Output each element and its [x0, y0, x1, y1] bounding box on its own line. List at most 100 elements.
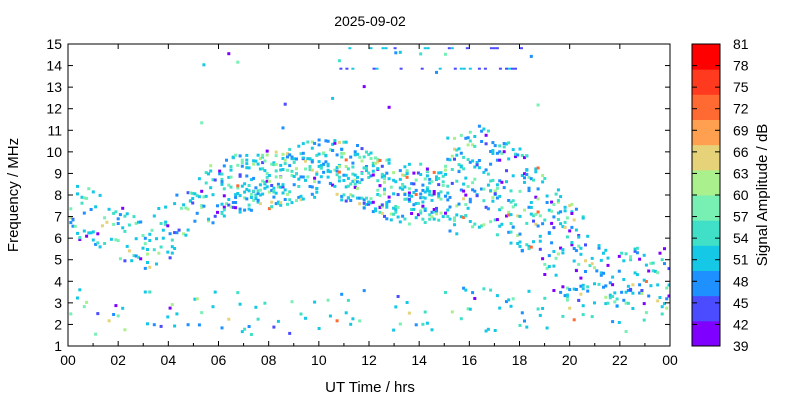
signal-cell — [541, 174, 545, 177]
colorbar-tick-label: 72 — [733, 101, 749, 117]
y-tick-label: 9 — [54, 165, 62, 181]
signal-cell — [317, 180, 321, 184]
signal-cell — [240, 164, 244, 168]
y-tick-label: 14 — [46, 58, 62, 74]
signal-cell — [290, 173, 294, 177]
signal-cell — [615, 297, 619, 301]
signal-cell — [525, 168, 529, 172]
signal-cell — [617, 321, 621, 324]
signal-cell — [317, 143, 321, 147]
signal-cell — [410, 212, 414, 215]
signal-cell — [486, 129, 490, 133]
signal-cell — [98, 245, 102, 249]
signal-cell — [626, 301, 630, 305]
signal-cell — [191, 191, 195, 195]
signal-cell — [572, 318, 576, 322]
signal-cell — [340, 194, 344, 198]
signal-cell — [310, 168, 314, 172]
signal-cell — [374, 161, 377, 165]
signal-cell — [525, 325, 529, 329]
signal-cell — [384, 47, 388, 50]
signal-cell — [430, 198, 434, 202]
signal-cell — [401, 184, 405, 188]
signal-cell — [401, 173, 405, 177]
signal-cell — [464, 136, 468, 140]
signal-cell — [331, 149, 335, 152]
signal-cell — [495, 47, 499, 50]
signal-cell — [346, 196, 350, 200]
signal-cell — [125, 244, 129, 248]
signal-cell — [328, 170, 332, 174]
signal-cell — [322, 152, 326, 156]
signal-cell — [398, 322, 402, 326]
signal-cell — [563, 205, 567, 209]
signal-cell — [525, 173, 529, 176]
signal-cell — [288, 164, 292, 168]
signal-cell — [407, 162, 411, 166]
signal-cell — [227, 198, 231, 201]
signal-cell — [274, 150, 278, 154]
signal-cell — [80, 201, 84, 205]
signal-cell — [175, 193, 179, 197]
signal-cell — [335, 192, 339, 196]
signal-cell — [455, 153, 459, 157]
signal-cell — [516, 242, 520, 245]
signal-cell — [385, 171, 389, 175]
signal-cell — [477, 225, 481, 229]
signal-cell — [236, 60, 240, 64]
signal-cell — [385, 158, 389, 162]
signal-cell — [407, 311, 411, 315]
signal-cell — [412, 207, 416, 211]
signal-cell — [380, 205, 384, 209]
signal-cell — [207, 217, 210, 221]
signal-cell — [222, 194, 226, 198]
signal-cell — [155, 262, 158, 266]
signal-cell — [438, 67, 442, 70]
signal-cell — [281, 183, 285, 187]
signal-cell — [274, 175, 278, 179]
signal-cell — [213, 290, 217, 294]
signal-cell — [608, 296, 612, 300]
signal-cell — [407, 222, 411, 226]
signal-cell — [663, 247, 666, 251]
signal-cell — [207, 172, 210, 176]
signal-cell — [665, 306, 669, 310]
signal-cell — [371, 173, 375, 177]
signal-cell — [306, 140, 310, 144]
signal-cell — [554, 192, 558, 196]
signal-cell — [493, 189, 497, 193]
signal-cell — [509, 230, 513, 234]
signal-cell — [536, 210, 540, 214]
signal-cell — [543, 273, 547, 276]
signal-cell — [159, 245, 163, 249]
signal-cell — [340, 155, 344, 159]
signal-cell — [256, 198, 260, 202]
signal-cell — [423, 221, 427, 224]
signal-cell — [308, 157, 312, 161]
signal-cell — [127, 249, 131, 253]
signal-cell — [590, 262, 594, 266]
signal-cell — [568, 288, 572, 292]
signal-cell — [152, 248, 156, 252]
signal-cell — [227, 52, 231, 56]
signal-cell — [543, 177, 547, 180]
signal-cell — [252, 176, 256, 180]
signal-cell — [398, 177, 402, 181]
signal-cell — [238, 207, 242, 211]
signal-cell — [353, 150, 357, 154]
signal-cell — [419, 209, 423, 213]
signal-cell — [335, 173, 339, 177]
signal-cell — [480, 140, 484, 143]
signal-cell — [484, 329, 488, 333]
signal-cell — [405, 197, 409, 201]
signal-cell — [473, 177, 477, 181]
signal-cell — [283, 188, 287, 192]
signal-cell — [547, 265, 551, 269]
signal-cell — [383, 174, 386, 178]
signal-cell — [272, 163, 276, 167]
signal-cell — [249, 192, 253, 196]
signal-cell — [358, 155, 362, 159]
signal-cell — [197, 323, 201, 327]
colorbar-segment — [692, 245, 720, 271]
signal-cell — [231, 155, 235, 159]
